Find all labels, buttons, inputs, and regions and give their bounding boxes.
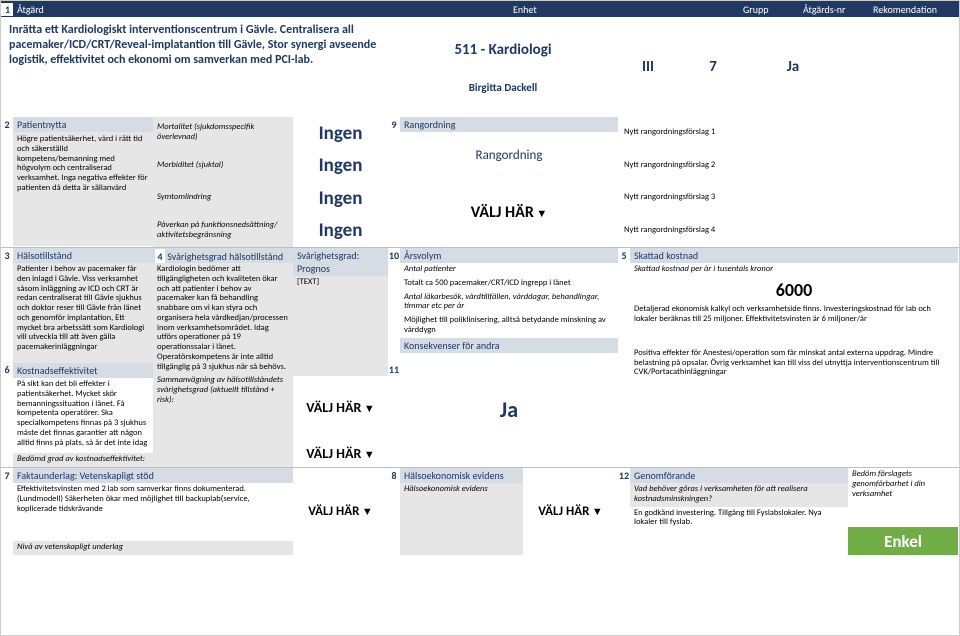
kostnad-6000: 6000: [776, 279, 813, 301]
num-8: 8: [388, 468, 400, 482]
valj-rangordning[interactable]: VÄLJ HÄR: [400, 203, 618, 222]
num-4-hdr: 4 Svårighetsgrad hälsotillstånd: [153, 248, 293, 263]
hdr-num: 1: [1, 3, 13, 16]
val-mortalitet[interactable]: Ingen: [293, 117, 388, 150]
hdr-enhet: Enhet: [509, 3, 739, 16]
hdr-grupp: Grupp: [739, 3, 799, 16]
lbl-bedom-genomforbarhet: Bedöm förslagets genomförbarhet i din ve…: [848, 468, 958, 527]
lbl-mortalitet: Mortalitet (sjukdomsspecifik överlevnad): [153, 117, 293, 150]
hdr-atgard: Åtgärd: [13, 3, 509, 16]
val-paverkan[interactable]: Ingen: [293, 215, 388, 248]
recommendation: Ja: [748, 17, 838, 117]
row-patientnytta: 2 Patientnytta Högre patientsäkerhet, vå…: [1, 117, 959, 247]
action-number: 7: [678, 17, 748, 117]
num-3: 3: [1, 248, 13, 262]
hdr-skattad-kostnad: Skattad kostnad: [630, 248, 958, 263]
body-halsoekonomisk: Hälsoekonomisk evidens: [400, 483, 523, 555]
lbl-antal-lakarbesok: Antal läkarbesök, vårdtillfällen, vårdda…: [400, 291, 618, 315]
lbl-vad-behover: Vad behöver göras i verksamheten för att…: [630, 483, 848, 507]
group-value: III: [618, 17, 678, 117]
godkand-investering: En godkänd investering. Tillgång till Fy…: [630, 507, 848, 555]
body-kostnadseff: På sikt kan det bli effekter i patientsä…: [13, 378, 153, 453]
hdr-halsotillstand: Hälsotillstånd: [13, 248, 153, 263]
lbl-sammanvagning: Sammanvägning av hälsotillståndets svåri…: [153, 374, 293, 467]
patientnytta-body: Högre patientsäkerhet, vård i rätt tid o…: [13, 132, 153, 246]
valj-svarighet[interactable]: VÄLJ HÄR: [306, 399, 375, 416]
hdr-atgnr: Åtgärds-nr: [799, 3, 869, 16]
genomforbarhet-enkel[interactable]: Enkel: [848, 527, 958, 555]
hdr-svarighet: Svårighetsgrad hälsotillstånd: [167, 250, 283, 263]
val-symtom[interactable]: Ingen: [293, 182, 388, 215]
unit-name: 511 - Kardiologi: [388, 41, 618, 59]
val-tot500: Totalt ca 500 pacemaker/CRT/ICD ingrepp …: [400, 277, 618, 291]
detaljerad-ekonomisk: Detaljerad ekonomisk kalkyl och verksamh…: [630, 303, 958, 347]
num-6: 6: [1, 362, 13, 376]
hdr-patientnytta: Patientnytta: [13, 117, 153, 132]
rang-3: Nytt rangordningsförslag 3: [618, 182, 958, 215]
num-5: 5: [618, 248, 630, 262]
positiva-effekter: Positiva effekter för Anestesi/operation…: [630, 347, 958, 467]
body-faktaunderlag: Effektivitetsvinsten med 2 lab som samve…: [13, 483, 293, 541]
body-svarighet: Kardiologin bedömer att tillgängligheten…: [153, 263, 293, 374]
num-10: 10: [388, 248, 400, 262]
hdr-rek: Rekomendation: [869, 3, 959, 16]
lbl-morbiditet: Morbiditet (sjuktal): [153, 150, 293, 183]
hdr-faktaunderlag: Faktaunderlag: Vetenskapligt stöd: [13, 468, 293, 483]
valj-kostnadseff[interactable]: VÄLJ HÄR: [306, 445, 375, 462]
lbl-paverkan: Påverkan på funktionsnedsättning/ aktivi…: [153, 215, 293, 248]
num-2: 2: [1, 117, 13, 131]
val-mojlighet: Möjlighet till poliklinisering, alltså b…: [400, 314, 618, 338]
responsible-person: Birgitta Dackell: [388, 81, 618, 94]
hdr-halsoekonomisk: Hälsoekonomisk evidens: [400, 468, 523, 483]
row-faktaunderlag: 7 Faktaunderlag: Vetenskapligt stöd Effe…: [1, 467, 959, 555]
row-main: Inrätta ett Kardiologiskt interventionsc…: [1, 17, 959, 117]
rangordning-label: Rangordning: [400, 148, 618, 163]
hdr-kostnadseff: Kostnadseffektivitet: [13, 363, 153, 378]
hdr-genomforande: Genomförande: [630, 468, 848, 483]
hdr-prognos: Svårighetsgrad: Prognos: [293, 248, 388, 276]
val-morbiditet[interactable]: Ingen: [293, 150, 388, 183]
valj-halsoeko[interactable]: VÄLJ HÄR: [538, 504, 603, 519]
rang-2: Nytt rangordningsförslag 2: [618, 150, 958, 183]
action-description: Inrätta ett Kardiologiskt interventionsc…: [1, 17, 388, 117]
row-halsotillstand: 3 6 Hälsotillstånd Patienter i behov av …: [1, 247, 959, 467]
lbl-antal-patienter: Antal patienter: [400, 263, 618, 277]
rang-1: Nytt rangordningsförslag 1: [618, 117, 958, 150]
num-9: 9: [388, 117, 400, 131]
header-bar: 1 Åtgärd Enhet Grupp Åtgärds-nr Rekomend…: [1, 1, 959, 17]
body-halsotillstand: Patienter i behov av pacemaker får den i…: [13, 263, 153, 363]
rang-4: Nytt rangordningsförslag 4: [618, 215, 958, 248]
num-7: 7: [1, 468, 13, 482]
num-12: 12: [618, 468, 630, 482]
valj-vetenskap[interactable]: VÄLJ HÄR: [308, 504, 373, 519]
lbl-niva: Nivå av vetenskapligt underlag: [13, 541, 293, 555]
hdr-arsvolym: Årsvolym: [400, 248, 618, 263]
prognos-text: [TEXT]: [293, 276, 388, 376]
hdr-rangordning: Rangordning: [400, 117, 618, 132]
lbl-skattad-per-ar: Skattad kostnad per år i tusentals krono…: [630, 263, 958, 277]
konsekvenser-ja[interactable]: Ja: [500, 396, 518, 423]
lbl-symtom: Symtomlindring: [153, 182, 293, 215]
hdr-konsekvenser: Konsekvenser för andra: [400, 338, 618, 353]
num-11: 11: [388, 362, 400, 376]
lbl-bedomd: Bedömd grad av kostnadseffektivitet:: [13, 453, 153, 467]
